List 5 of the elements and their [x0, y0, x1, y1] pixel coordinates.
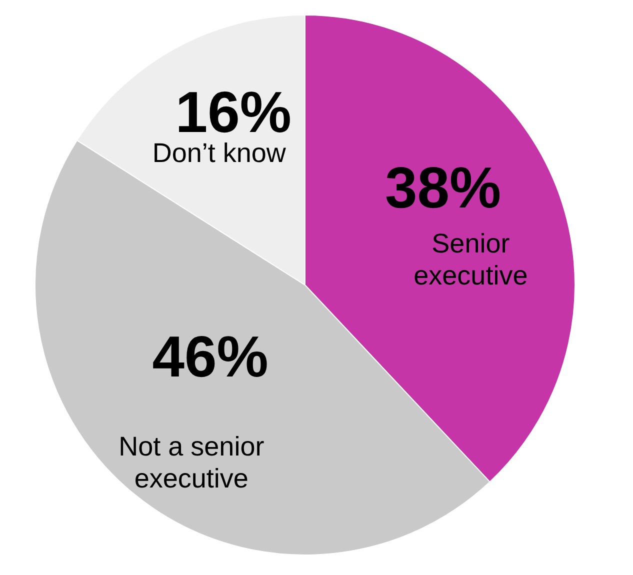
slice-label: Not a senior executive	[118, 431, 264, 494]
data-label: 38%	[385, 155, 502, 220]
slice-label: Senior executive	[414, 228, 528, 290]
data-label: 46%	[152, 324, 268, 390]
slice-label: Don’t know	[152, 138, 286, 168]
